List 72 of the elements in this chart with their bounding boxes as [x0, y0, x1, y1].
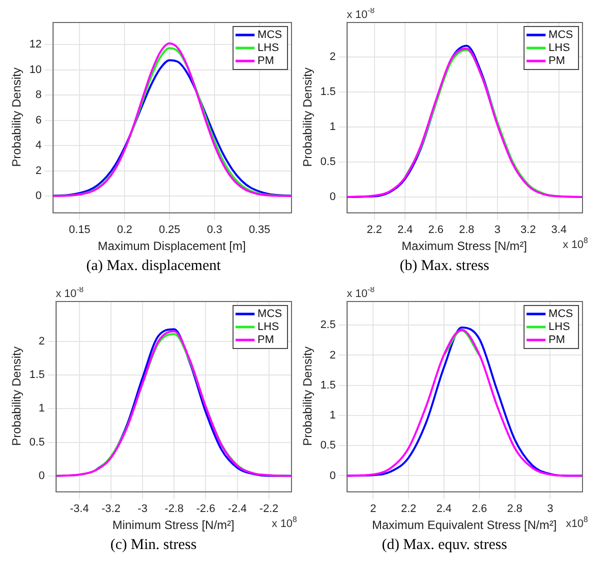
x-tick-label: 2.6 [472, 503, 488, 516]
y-tick-label: 2 [36, 164, 42, 177]
x-tick-label: 2.4 [397, 224, 413, 236]
y-tick-label: 0 [36, 190, 42, 202]
x-tick-label: 3 [494, 224, 500, 236]
y-tick-label: 0 [38, 470, 45, 482]
legend-label: PM [548, 55, 566, 68]
text: (d) Max. equv. stress [380, 537, 508, 554]
x-axis-title: Maximum Equivalent Stress [N/m²] [372, 518, 557, 532]
x-tick-label: 2.6 [428, 224, 444, 236]
x-axis-title: Maximum Displacement [m] [98, 239, 246, 254]
x-tick-label: 3.2 [520, 224, 536, 236]
legend-label: PM [258, 334, 274, 346]
y-tick-label: 8 [36, 89, 42, 102]
x-tick-label: 0.35 [248, 224, 270, 236]
y-tick-label: 2.5 [320, 319, 336, 332]
x-tick-label: 0.3 [206, 224, 222, 236]
y-tick-label: 1.5 [320, 86, 336, 98]
x-tick-label: 2.4 [436, 503, 452, 516]
y-tick-label: 2 [330, 349, 336, 362]
x-tick-label: 0.2 [116, 224, 132, 236]
text: (b) Max. stress [398, 258, 490, 275]
x-tick-label: 2.2 [400, 503, 416, 516]
y-tick-label: 0 [330, 191, 336, 204]
legend-label: MCS [548, 308, 574, 320]
x-tick-label: 2.8 [507, 503, 522, 516]
x-tick-label: -3.4 [70, 503, 89, 516]
legend-label: MCS [258, 308, 282, 320]
x-tick-label: 3 [547, 503, 554, 516]
x-axis-title: Minimum Stress [N/m²] [112, 518, 234, 532]
y-tick-label: 1.5 [320, 379, 336, 392]
y-tick-label: 2 [38, 335, 45, 348]
legend-label: PM [548, 334, 566, 346]
y-tick-label: 1 [38, 402, 45, 415]
y-tick-label: 12 [29, 38, 42, 51]
x-tick-label: 2.8 [459, 224, 474, 236]
x-tick-label: -3 [138, 503, 148, 516]
text: (a) Max. displacement [85, 258, 222, 275]
y-tick-label: 1 [330, 410, 336, 422]
legend-label: LHS [548, 42, 570, 54]
legend-label: LHS [258, 42, 279, 54]
y-tick-label: 1.5 [29, 369, 45, 382]
y-tick-label: 4 [36, 140, 42, 152]
legend-label: PM [258, 55, 274, 68]
x-axis-title: Maximum Stress [N/m²] [402, 239, 528, 254]
y-tick-label: 6 [36, 114, 42, 126]
x-tick-label: -2.8 [164, 503, 184, 516]
x-tick-label: -2.6 [196, 503, 216, 516]
x-tick-label: 3.4 [551, 224, 567, 236]
text: (c) Min. stress [109, 537, 198, 554]
legend-label: MCS [258, 29, 282, 42]
x-tick-label: 0.25 [158, 224, 180, 236]
x-tick-label: -2.4 [228, 503, 247, 516]
y-axis-title: Probability Density [300, 346, 315, 446]
y-tick-label: 2 [330, 51, 336, 64]
legend-label: LHS [258, 321, 279, 334]
y-axis-title: Probability Density [10, 346, 24, 446]
x-tick-label: -3.2 [101, 503, 120, 516]
x-tick-label: -2.2 [259, 503, 278, 516]
legend-label: MCS [548, 29, 574, 42]
x-tick-label: 2.2 [366, 224, 382, 236]
x-tick-label: 2 [370, 503, 376, 516]
y-axis-title: Probability Density [300, 68, 315, 167]
legend-label: LHS [548, 321, 570, 334]
y-tick-label: 10 [29, 64, 42, 76]
y-tick-label: 0.5 [320, 440, 336, 452]
y-axis-title: Probability Density [10, 68, 24, 167]
y-tick-label: 0.5 [29, 436, 45, 448]
y-tick-label: 0.5 [320, 156, 336, 168]
x-tick-label: 0.15 [68, 224, 90, 236]
y-tick-label: 1 [330, 121, 336, 134]
y-tick-label: 0 [330, 470, 336, 482]
